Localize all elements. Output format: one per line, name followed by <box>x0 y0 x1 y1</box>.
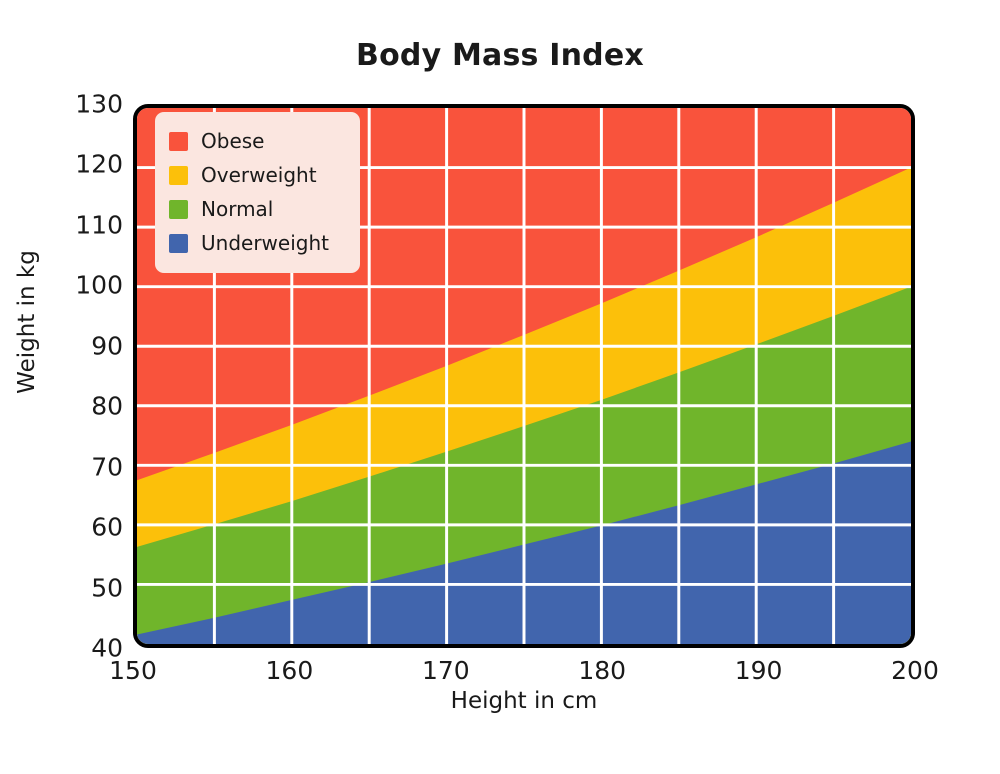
legend-item-overweight[interactable]: Overweight <box>169 158 346 192</box>
x-tick-label: 150 <box>109 656 157 685</box>
y-tick-label: 110 <box>75 210 123 240</box>
y-tick-label: 80 <box>91 391 123 421</box>
gridlines <box>137 108 911 644</box>
legend-item-normal[interactable]: Normal <box>169 192 346 226</box>
y-tick-label: 40 <box>91 633 123 663</box>
page-title: Body Mass Index <box>356 38 644 73</box>
x-axis-label: Height in cm <box>450 688 598 714</box>
y-tick-label: 100 <box>75 270 123 300</box>
legend-item-obese[interactable]: Obese <box>169 124 346 158</box>
legend-item-underweight[interactable]: Underweight <box>169 226 346 260</box>
legend: Obese Overweight Normal Underweight <box>155 112 360 273</box>
y-tick-label: 70 <box>91 452 123 482</box>
x-tick-label: 180 <box>578 656 627 685</box>
legend-swatch-icon <box>169 131 188 151</box>
band-underweight <box>137 441 911 644</box>
y-axis-ticks: 40 50 60 70 80 90 100 110 120 130 <box>8 0 123 774</box>
y-axis-label: Weight in kg <box>14 250 40 394</box>
x-tick-label: 160 <box>265 656 314 685</box>
y-tick-label: 90 <box>91 331 123 361</box>
legend-swatch-icon <box>169 233 188 253</box>
y-tick-label: 50 <box>91 573 123 603</box>
y-tick-label: 60 <box>91 512 123 542</box>
legend-item-label: Overweight <box>201 163 317 187</box>
y-tick-label: 120 <box>75 149 123 179</box>
x-tick-label: 200 <box>891 656 939 685</box>
x-axis-ticks: 150 160 170 180 190 200 <box>0 658 1000 692</box>
legend-item-label: Obese <box>201 129 265 153</box>
x-tick-label: 190 <box>734 656 783 685</box>
legend-swatch-icon <box>169 165 188 185</box>
legend-swatch-icon <box>169 199 188 219</box>
legend-item-label: Normal <box>201 197 274 221</box>
x-tick-label: 170 <box>421 656 470 685</box>
y-tick-label: 130 <box>75 89 123 119</box>
legend-item-label: Underweight <box>201 231 329 255</box>
